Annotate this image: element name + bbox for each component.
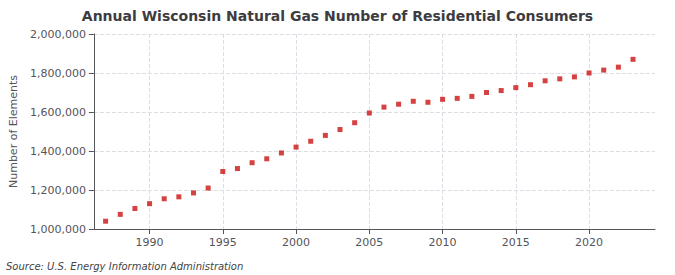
svg-text:2010: 2010 (429, 236, 457, 249)
svg-text:1,000,000: 1,000,000 (30, 223, 86, 236)
svg-text:2000: 2000 (282, 236, 310, 249)
svg-text:2015: 2015 (502, 236, 530, 249)
svg-text:1995: 1995 (209, 236, 237, 249)
svg-text:1990: 1990 (136, 236, 164, 249)
svg-text:Number of Elements: Number of Elements (7, 75, 20, 188)
svg-text:1,800,000: 1,800,000 (30, 67, 86, 80)
svg-text:Annual Wisconsin Natural Gas N: Annual Wisconsin Natural Gas Number of R… (82, 8, 593, 24)
svg-text:1,600,000: 1,600,000 (30, 106, 86, 119)
svg-text:2,000,000: 2,000,000 (30, 28, 86, 41)
svg-text:2005: 2005 (355, 236, 383, 249)
svg-text:Source: U.S. Energy Informatio: Source: U.S. Energy Information Administ… (6, 261, 243, 272)
svg-text:1,200,000: 1,200,000 (30, 184, 86, 197)
svg-text:2020: 2020 (575, 236, 603, 249)
svg-text:1,400,000: 1,400,000 (30, 145, 86, 158)
